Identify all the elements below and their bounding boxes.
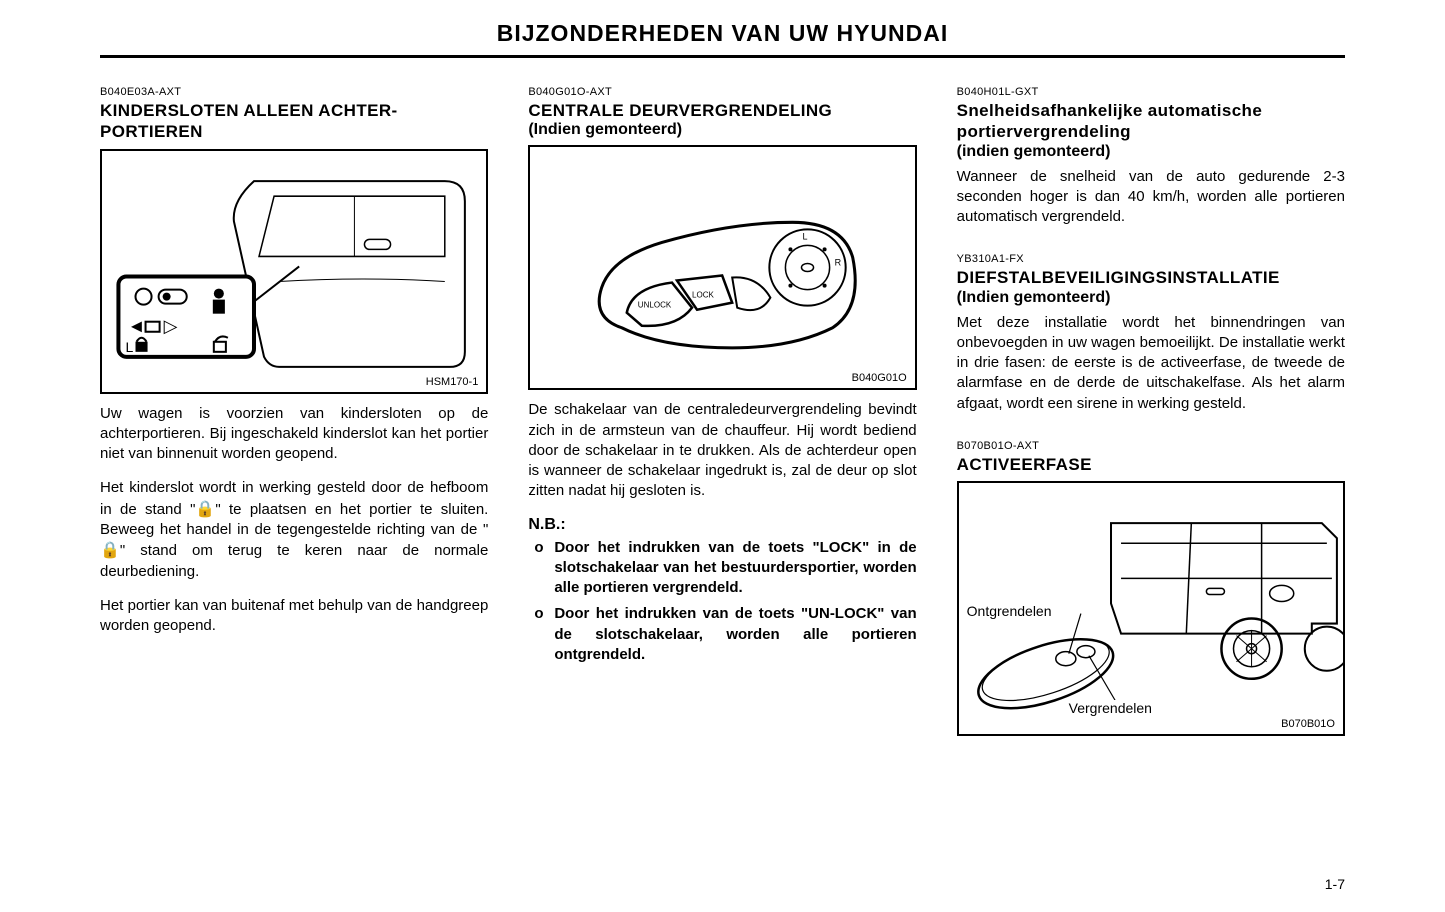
paragraph: Het kinderslot wordt in werking gesteld …	[100, 478, 488, 582]
section-code: YB310A1-FX	[957, 253, 1345, 265]
svg-text:▷: ▷	[164, 315, 178, 335]
svg-text:LOCK: LOCK	[692, 291, 714, 300]
note-item: Door het indrukken van de toets "LOCK" i…	[528, 538, 916, 599]
paragraph: Met deze installatie wordt het binnendri…	[957, 313, 1345, 414]
door-illustration: ◄ ▷ L	[102, 151, 486, 392]
svg-text:◄: ◄	[127, 315, 145, 335]
section-title: KINDERSLOTEN ALLEEN ACHTER-PORTIEREN	[100, 100, 488, 143]
svg-text:R: R	[835, 258, 842, 268]
page-number: 1-7	[1325, 876, 1345, 892]
section-title: ACTIVEERFASE	[957, 454, 1345, 475]
column-2: B040G01O-AXT CENTRALE DEURVERGRENDELING …	[528, 86, 916, 746]
section-subtitle: (indien gemonteerd)	[957, 143, 1345, 161]
section-subtitle: (Indien gemonteerd)	[528, 121, 916, 139]
section-subtitle: (Indien gemonteerd)	[957, 289, 1345, 307]
page-columns: B040E03A-AXT KINDERSLOTEN ALLEEN ACHTER-…	[100, 86, 1345, 746]
lock-icon: 🔒	[100, 540, 120, 562]
svg-text:L: L	[125, 338, 133, 354]
section-title: DIEFSTALBEVEILIGINGSINSTALLATIE	[957, 267, 1345, 288]
section-code: B040G01O-AXT	[528, 86, 916, 98]
figure-child-lock: ◄ ▷ L HSM170-1	[100, 149, 488, 394]
svg-text:UNLOCK: UNLOCK	[638, 301, 672, 310]
paragraph: De schakelaar van de centraledeurvergren…	[528, 400, 916, 501]
paragraph: Het portier kan van buitenaf met behulp …	[100, 596, 488, 637]
column-1: B040E03A-AXT KINDERSLOTEN ALLEEN ACHTER-…	[100, 86, 488, 746]
section-title: Snelheidsafhankelijke automatische porti…	[957, 100, 1345, 143]
paragraph: Uw wagen is voorzien van kindersloten op…	[100, 404, 488, 465]
text-fragment: " stand om terug te keren naar de normal…	[100, 542, 488, 580]
note-heading: N.B.:	[528, 516, 916, 534]
figure-label: B040G01O	[852, 372, 907, 384]
column-3: B040H01L-GXT Snelheidsafhankelijke autom…	[957, 86, 1345, 746]
callout-unlock: Ontgrendelen	[967, 603, 1052, 619]
section-title: CENTRALE DEURVERGRENDELING	[528, 100, 916, 121]
mirror-switch-illustration: L R UNLOCK LOCK	[530, 147, 914, 388]
figure-label: B070B01O	[1281, 718, 1335, 730]
figure-label: HSM170-1	[426, 376, 479, 388]
note-item: Door het indrukken van de toets "UN-LOCK…	[528, 604, 916, 665]
section-code: B040E03A-AXT	[100, 86, 488, 98]
page-title: BIJZONDERHEDEN VAN UW HYUNDAI	[100, 20, 1345, 58]
callout-lock: Vergrendelen	[1069, 700, 1152, 716]
lock-icon: 🔒	[195, 499, 215, 521]
paragraph: Wanneer de snelheid van de auto gedurend…	[957, 167, 1345, 228]
figure-remote-key: Ontgrendelen Vergrendelen B070B01O	[957, 481, 1345, 736]
section-code: B040H01L-GXT	[957, 86, 1345, 98]
figure-lock-switch: L R UNLOCK LOCK B040G01O	[528, 145, 916, 390]
section-code: B070B01O-AXT	[957, 440, 1345, 452]
svg-text:L: L	[803, 232, 808, 242]
note-list: Door het indrukken van de toets "LOCK" i…	[528, 538, 916, 666]
